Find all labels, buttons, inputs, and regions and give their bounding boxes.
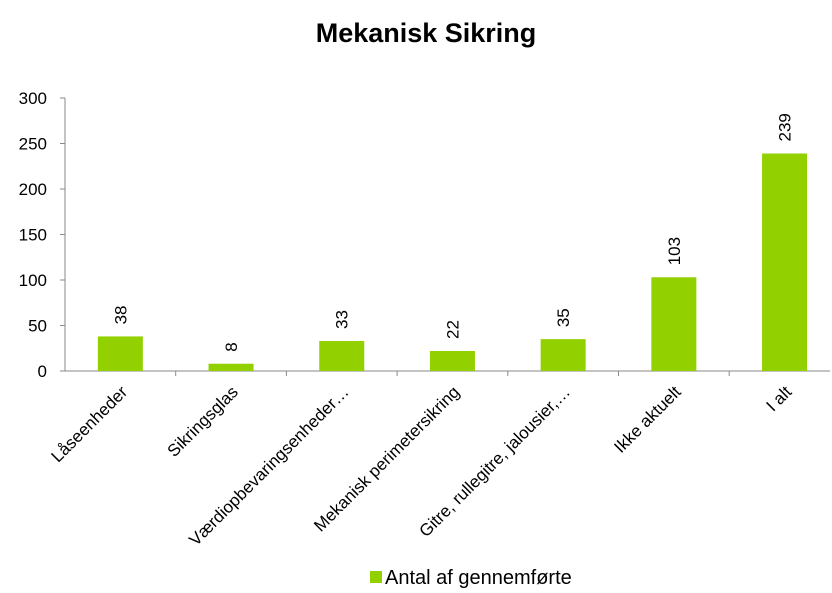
x-tick-label: Sikringsglas (164, 382, 242, 460)
x-tick-label: I alt (763, 382, 796, 415)
y-tick-label: 250 (19, 135, 47, 154)
x-tick-label: Låseenheder (48, 382, 132, 466)
data-label: 22 (443, 320, 462, 339)
data-label: 8 (222, 342, 241, 351)
y-tick-label: 0 (38, 362, 47, 381)
bar (429, 350, 475, 371)
y-tick-label: 100 (19, 271, 47, 290)
y-tick-label: 300 (19, 89, 47, 108)
legend-swatch (370, 571, 382, 583)
data-label: 33 (333, 310, 352, 329)
bar (208, 363, 254, 371)
bar (319, 340, 365, 371)
bar (97, 336, 143, 371)
chart-title: Mekanisk Sikring (316, 18, 537, 48)
bar (762, 153, 808, 371)
y-tick-label: 50 (28, 317, 47, 336)
bar (651, 277, 697, 371)
x-tick-label: Ikke aktuelt (610, 382, 684, 456)
y-tick-label: 150 (19, 226, 47, 245)
data-label: 239 (776, 113, 795, 141)
legend-label: Antal af gennemførte (385, 567, 572, 589)
bar (540, 339, 586, 371)
y-tick-label: 200 (19, 180, 47, 199)
data-label: 35 (554, 308, 573, 327)
data-label: 38 (111, 305, 130, 324)
data-label: 103 (665, 237, 684, 265)
